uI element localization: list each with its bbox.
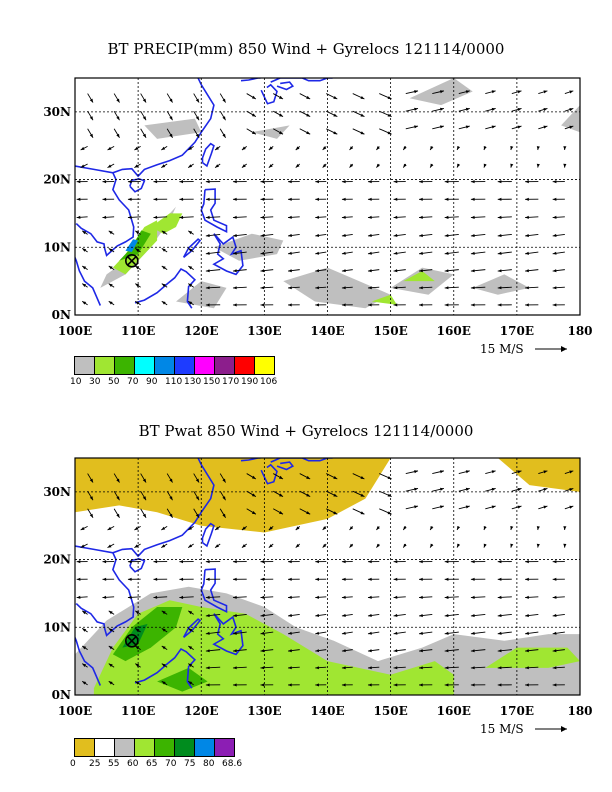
x-tick-label: 180 — [567, 704, 592, 718]
legend-swatch — [174, 738, 195, 757]
legend-label: 10 — [70, 377, 82, 387]
legend-swatch — [74, 738, 95, 757]
x-tick-label: 140E — [310, 704, 344, 718]
legend-swatch — [154, 738, 175, 757]
legend-swatch — [134, 738, 155, 757]
legend-swatch — [114, 738, 135, 757]
pwat-area — [75, 458, 391, 533]
x-tick-label: 140E — [310, 324, 344, 338]
x-tick-label: 180 — [567, 324, 592, 338]
x-tick-label: 170E — [500, 324, 534, 338]
legend-label: 150 — [203, 377, 221, 387]
y-tick-label: 10N — [43, 620, 71, 634]
legend-label: 70 — [165, 759, 177, 769]
x-tick-label: 170E — [500, 704, 534, 718]
legend-swatch — [214, 738, 235, 757]
legend-swatch — [234, 356, 255, 375]
legend-swatch — [114, 356, 135, 375]
panel1-title: BT PRECIP(mm) 850 Wind + Gyrelocs 121114… — [107, 40, 505, 58]
precip-area — [472, 274, 530, 295]
precip-area — [144, 118, 202, 139]
legend-swatch — [94, 356, 115, 375]
wind-vectors — [76, 470, 574, 687]
panel2-title: BT Pwat 850 Wind + Gyrelocs 121114/0000 — [138, 422, 474, 440]
legend-swatch — [194, 356, 215, 375]
x-tick-label: 100E — [58, 704, 92, 718]
y-tick-label: 0N — [52, 688, 71, 702]
legend-swatch — [254, 356, 275, 375]
x-tick-label: 130E — [247, 324, 281, 338]
x-tick-label: 120E — [184, 704, 218, 718]
legend-label: 68.6 — [222, 759, 243, 769]
x-tick-label: 150E — [374, 704, 408, 718]
legend-label: 65 — [146, 759, 158, 769]
legend-label: 90 — [146, 377, 158, 387]
legend-label: 60 — [127, 759, 139, 769]
grid-lines — [75, 78, 580, 315]
precip-area — [403, 271, 435, 282]
legend-swatch — [194, 738, 215, 757]
precip-area — [283, 267, 391, 309]
map-frame — [74, 457, 581, 696]
legend-label: 70 — [127, 377, 139, 387]
x-tick-label: 120E — [184, 324, 218, 338]
pwat-fill — [75, 458, 580, 695]
x-tick-label: 100E — [58, 324, 92, 338]
pwat-map: 30N 20N 10N 0N 100E 110E 120E 130E 140E 150E 160E 1… — [43, 457, 593, 736]
y-tick-label: 20N — [43, 553, 71, 567]
legend-label: 80 — [203, 759, 215, 769]
legend-swatch — [154, 356, 175, 375]
coastlines — [75, 78, 333, 309]
legend-label: 25 — [89, 759, 101, 769]
legend-label: 190 — [241, 377, 259, 387]
legend-swatch — [94, 738, 115, 757]
precip-legend — [74, 356, 275, 375]
precip-map: 30N 20N 10N 0N 100E 110E 120E 130E 140E 150E 160E 1… — [43, 77, 593, 356]
y-tick-label: 30N — [43, 105, 71, 119]
x-tick-label: 110E — [121, 324, 155, 338]
precip-fill — [75, 78, 580, 309]
precip-area — [125, 239, 139, 252]
grid-lines — [75, 458, 580, 695]
x-tick-label: 130E — [247, 704, 281, 718]
y-tick-label: 10N — [43, 240, 71, 254]
x-tick-label: 160E — [437, 704, 471, 718]
pwat-area — [112, 607, 183, 662]
legend-label: 75 — [184, 759, 196, 769]
legend-label: 110 — [165, 377, 183, 387]
map-frame — [74, 77, 581, 316]
pwat-legend — [74, 738, 235, 757]
legend-label: 0 — [70, 759, 76, 769]
legend-swatch — [214, 356, 235, 375]
precip-area — [251, 125, 290, 139]
pwat-area — [157, 667, 208, 692]
x-tick-label: 110E — [121, 704, 155, 718]
storm-location-marker — [125, 634, 139, 648]
legend-label: 170 — [222, 377, 240, 387]
wind-vectors — [76, 90, 574, 307]
legend-label: 55 — [108, 759, 120, 769]
storm-location-marker — [125, 254, 139, 268]
y-tick-label: 30N — [43, 485, 71, 499]
legend-label: 30 — [89, 377, 101, 387]
legend-swatch — [74, 356, 95, 375]
pwat-area — [485, 647, 580, 668]
x-tick-label: 150E — [374, 324, 408, 338]
wind-scale-label: 15 M/S — [480, 342, 524, 356]
y-tick-label: 0N — [52, 308, 71, 322]
legend-swatch — [174, 356, 195, 375]
legend-swatch — [134, 356, 155, 375]
precip-area — [150, 213, 183, 234]
legend-label: 106 — [260, 377, 278, 387]
legend-label: 50 — [108, 377, 120, 387]
wind-scale-label: 15 M/S — [480, 722, 524, 736]
pwat-area — [497, 458, 580, 492]
x-tick-label: 160E — [437, 324, 471, 338]
legend-label: 130 — [184, 377, 202, 387]
y-tick-label: 20N — [43, 173, 71, 187]
precip-area — [390, 267, 454, 295]
